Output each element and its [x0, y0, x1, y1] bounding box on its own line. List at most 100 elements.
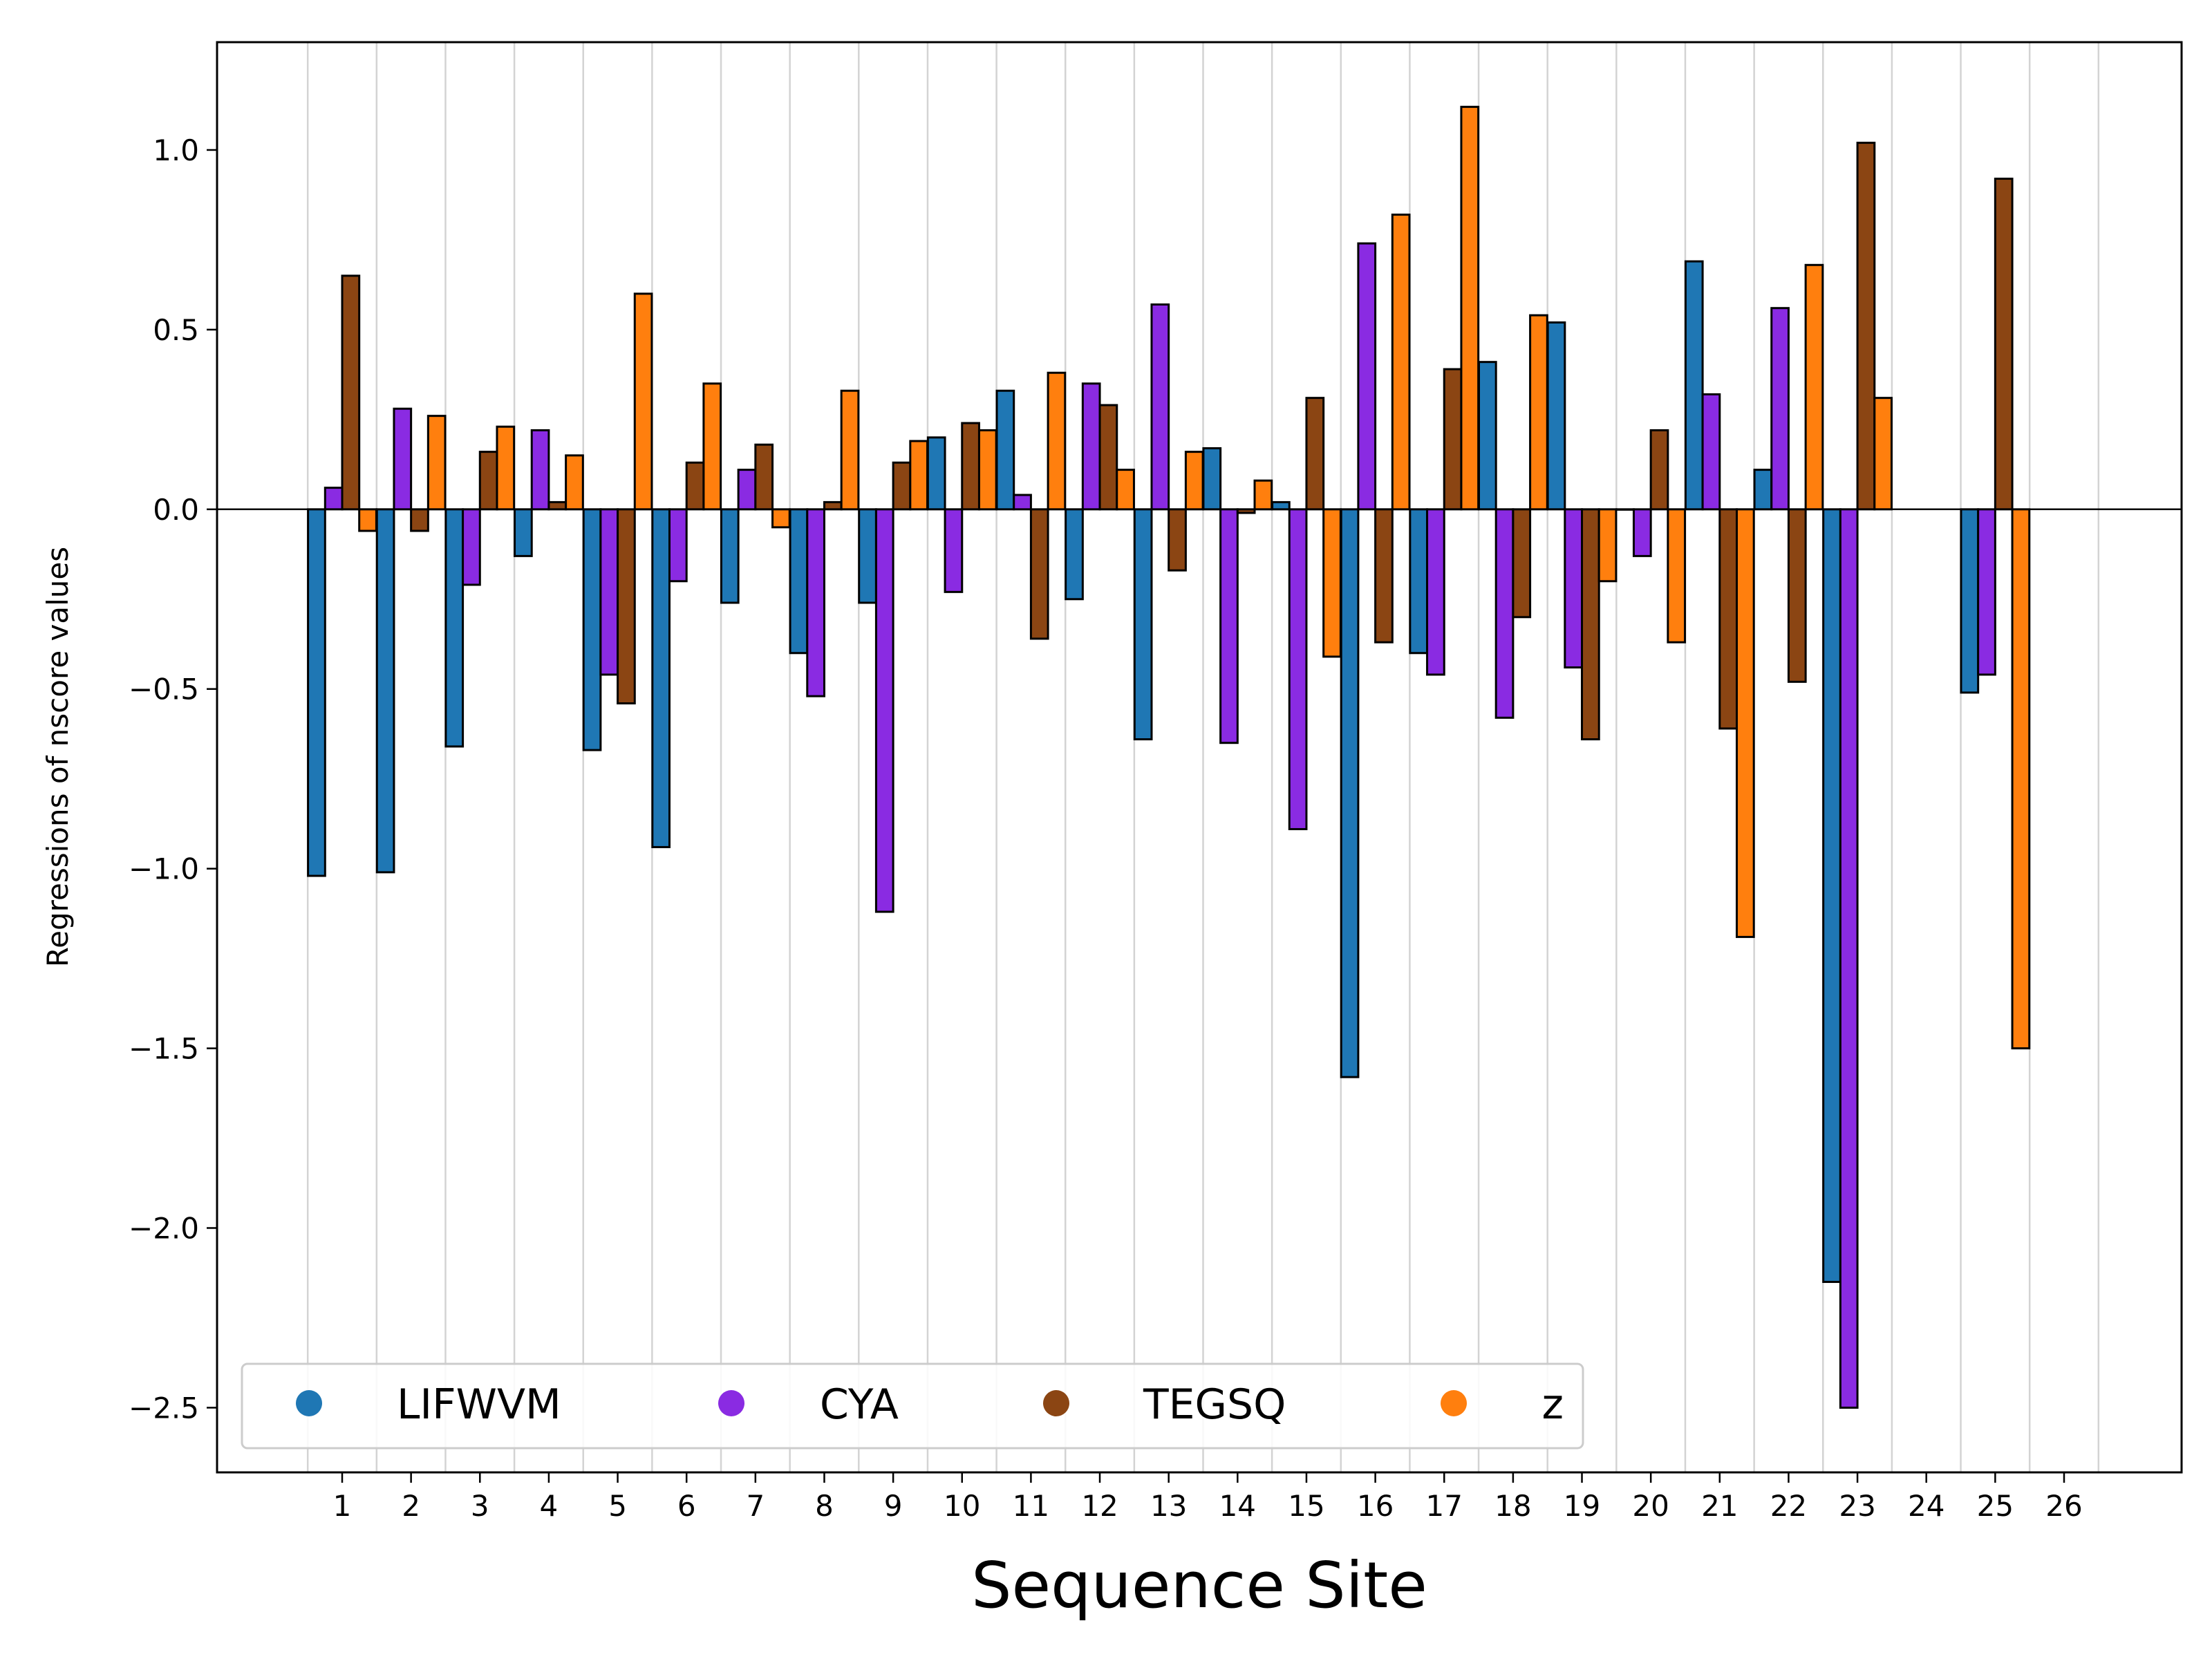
x-tick-label: 14 [1219, 1489, 1256, 1523]
y-tick-label: 0.0 [153, 493, 199, 527]
legend-marker-TEGSQ [1043, 1390, 1069, 1416]
x-tick-label: 19 [1564, 1489, 1600, 1523]
y-tick-label: −1.0 [129, 852, 199, 886]
bar-LIFWVM-site-1 [307, 508, 326, 877]
bar-z-site-6 [702, 382, 722, 511]
y-tick-label: −1.5 [129, 1032, 199, 1066]
x-tick-label: 9 [884, 1489, 903, 1523]
x-tick-label: 1 [333, 1489, 352, 1523]
bar-TEGSQ-site-9 [892, 461, 912, 511]
bar-CYA-site-23 [1839, 508, 1859, 1409]
bar-LIFWVM-site-22 [1753, 469, 1773, 511]
legend-frame [241, 1362, 1584, 1450]
bar-z-site-13 [1184, 451, 1204, 511]
bar-CYA-site-15 [1288, 508, 1308, 830]
bar-LIFWVM-site-4 [514, 508, 533, 557]
bar-z-site-16 [1391, 214, 1411, 511]
x-tick-label: 18 [1494, 1489, 1531, 1523]
bar-LIFWVM-site-6 [651, 508, 671, 848]
bar-z-site-21 [1736, 508, 1755, 938]
bar-z-site-1 [358, 508, 377, 532]
legend-label-TEGSQ: TEGSQ [1143, 1380, 1286, 1429]
bar-CYA-site-19 [1564, 508, 1584, 669]
y-tick-label: 1.0 [153, 133, 199, 167]
x-tick-label: 16 [1357, 1489, 1394, 1523]
bar-LIFWVM-site-14 [1202, 447, 1222, 511]
legend-label-z: z [1542, 1380, 1564, 1429]
bar-TEGSQ-site-11 [1029, 508, 1049, 640]
x-tick-label: 17 [1426, 1489, 1463, 1523]
bar-z-site-8 [840, 389, 860, 511]
x-axis-label: Sequence Site [971, 1548, 1427, 1622]
bar-LIFWVM-site-13 [1133, 508, 1153, 741]
legend: LIFWVM CYA TEGSQ z [241, 1362, 1584, 1450]
bar-TEGSQ-site-7 [754, 443, 774, 511]
bar-z-site-19 [1597, 508, 1618, 583]
x-tick-label: 11 [1013, 1489, 1049, 1523]
bar-TEGSQ-site-13 [1168, 508, 1187, 572]
x-tick-label: 15 [1288, 1489, 1324, 1523]
bar-CYA-site-4 [530, 429, 550, 511]
x-tick-label: 24 [1908, 1489, 1944, 1523]
y-axis: 1.0 0.5 0.0 −0.5 −1.0 −1.5 −2.0 −2.5 [129, 133, 217, 1425]
x-tick-label: 5 [608, 1489, 627, 1523]
bar-CYA-site-2 [393, 407, 413, 511]
bar-TEGSQ-site-15 [1305, 397, 1325, 511]
x-tick-label: 25 [1977, 1489, 2014, 1523]
bar-CYA-site-8 [806, 508, 825, 697]
bar-TEGSQ-site-21 [1718, 508, 1738, 730]
bar-CYA-site-18 [1494, 508, 1515, 719]
bar-TEGSQ-site-4 [547, 500, 568, 511]
bar-LIFWVM-site-2 [375, 508, 395, 874]
bar-TEGSQ-site-3 [478, 451, 498, 511]
bar-z-site-18 [1529, 314, 1548, 511]
bar-z-site-23 [1873, 397, 1893, 511]
bar-z-site-12 [1116, 469, 1135, 511]
bar-LIFWVM-site-5 [582, 508, 602, 751]
bar-z-site-3 [496, 425, 516, 511]
bar-CYA-site-20 [1632, 508, 1652, 557]
bar-z-site-9 [909, 440, 929, 511]
bar-TEGSQ-site-12 [1098, 404, 1118, 511]
legend-marker-CYA [718, 1390, 744, 1416]
x-tick-label: 21 [1701, 1489, 1738, 1523]
bar-z-site-2 [427, 415, 447, 511]
bar-z-site-15 [1322, 508, 1342, 658]
y-axis-label: Regressions of nscore values [41, 547, 75, 967]
bar-TEGSQ-site-8 [823, 500, 843, 511]
x-tick-label: 23 [1839, 1489, 1875, 1523]
bar-TEGSQ-site-22 [1787, 508, 1807, 683]
bar-LIFWVM-site-8 [789, 508, 809, 655]
bar-CYA-site-13 [1150, 303, 1170, 511]
bar-z-site-22 [1804, 263, 1824, 511]
bar-LIFWVM-site-10 [926, 436, 946, 511]
bar-LIFWVM-site-25 [1960, 508, 1980, 694]
x-axis: 1 2 3 4 5 6 7 8 9 10 11 12 13 14 15 16 17 18 19 20 21 22 23 24 2… [333, 1472, 2083, 1523]
bar-LIFWVM-site-12 [1065, 508, 1084, 601]
bar-z-site-20 [1667, 508, 1687, 644]
bar-CYA-site-22 [1770, 307, 1790, 511]
x-tick-label: 22 [1770, 1489, 1807, 1523]
bar-CYA-site-10 [944, 508, 964, 593]
x-tick-label: 8 [815, 1489, 834, 1523]
bar-CYA-site-6 [668, 508, 688, 583]
bar-TEGSQ-site-2 [410, 508, 429, 532]
y-tick-label: −2.0 [129, 1212, 199, 1246]
bar-z-site-11 [1047, 371, 1067, 511]
bar-TEGSQ-site-25 [1994, 178, 2014, 511]
bar-TEGSQ-site-6 [685, 461, 705, 511]
x-tick-label: 12 [1081, 1489, 1118, 1523]
x-tick-label: 2 [402, 1489, 420, 1523]
bars [307, 106, 2031, 1409]
legend-marker-z [1441, 1390, 1467, 1416]
bar-LIFWVM-site-18 [1477, 361, 1497, 511]
bar-TEGSQ-site-14 [1236, 508, 1256, 514]
bar-TEGSQ-site-1 [341, 274, 361, 511]
bar-z-site-4 [565, 454, 584, 511]
bar-z-site-17 [1460, 106, 1480, 511]
x-tick-label: 13 [1150, 1489, 1187, 1523]
bar-CYA-site-1 [324, 487, 344, 511]
legend-marker-LIFWVM [296, 1390, 322, 1416]
x-tick-label: 3 [471, 1489, 489, 1523]
